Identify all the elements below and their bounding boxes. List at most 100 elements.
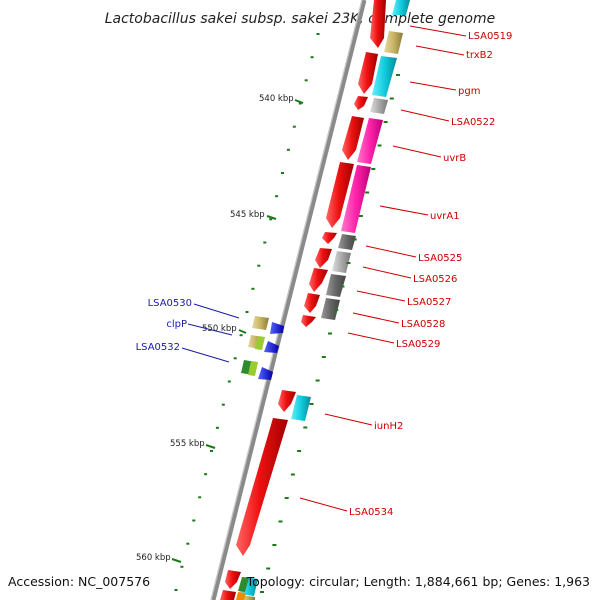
gene-arrow xyxy=(304,293,320,313)
scale-dot xyxy=(221,403,225,406)
scale-dot xyxy=(292,125,296,128)
scale-dot xyxy=(239,334,243,337)
scale-dot xyxy=(210,450,213,452)
gene-label-lsa0529[interactable]: LSA0529 xyxy=(396,339,440,350)
feature-bar xyxy=(264,341,279,353)
kbp-label: 550 kbp xyxy=(202,324,237,334)
scale-dot xyxy=(204,473,208,476)
feature-bar xyxy=(258,367,273,380)
feature-bar xyxy=(338,234,356,250)
gene-label-lsa0530[interactable]: LSA0530 xyxy=(148,298,192,309)
right-leader-lines xyxy=(299,25,467,512)
gene-label-clpp[interactable]: clpP xyxy=(166,319,187,330)
kbp-scale: 540 kbp 545 kbp 550 kbp 555 kbp 560 kbp xyxy=(136,94,304,563)
right-gene-labels: LSA0519 trxB2 pgm LSA0522 uvrB uvrA1 LSA… xyxy=(349,31,512,518)
scale-dot xyxy=(269,218,273,221)
scale-dot xyxy=(281,172,284,174)
scale-dot xyxy=(321,356,326,358)
scale-dot xyxy=(309,403,314,405)
gene-arrow xyxy=(220,590,236,600)
scale-dot xyxy=(383,121,388,123)
scale-dot xyxy=(266,567,271,570)
scale-dot xyxy=(334,309,339,311)
feature-bar xyxy=(236,592,246,600)
gene-label-lsa0532[interactable]: LSA0532 xyxy=(136,342,180,353)
feature-bar xyxy=(321,298,340,320)
kbp-tick xyxy=(238,329,247,334)
scale-dot xyxy=(290,473,295,476)
scale-dot xyxy=(186,542,190,545)
feature-bar xyxy=(384,31,403,54)
accession-text: Accession: NC_007576 xyxy=(8,574,150,589)
gene-arrow xyxy=(309,268,328,292)
gene-label-lsa0526[interactable]: LSA0526 xyxy=(413,274,457,285)
feature-bar xyxy=(332,251,351,273)
gene-label-lsa0519[interactable]: LSA0519 xyxy=(468,31,512,42)
map-title: Lactobacillus sakei subsp. sakei 23K, co… xyxy=(105,11,496,27)
gene-arrow xyxy=(225,570,241,589)
gene-label-lsa0534[interactable]: LSA0534 xyxy=(349,507,393,518)
gene-label-pgm[interactable]: pgm xyxy=(458,86,480,97)
scale-dot xyxy=(310,56,314,59)
kbp-label: 540 kbp xyxy=(259,94,294,104)
scale-dot xyxy=(315,379,320,382)
gene-label-uvrb[interactable]: uvrB xyxy=(443,153,466,164)
kbp-tick xyxy=(171,558,182,563)
inner-strand-genes xyxy=(220,0,386,600)
scale-dot xyxy=(365,191,370,194)
gene-arrow xyxy=(326,162,354,228)
kbp-label: 555 kbp xyxy=(170,439,205,449)
gene-arrow xyxy=(342,116,364,160)
feature-bar xyxy=(341,165,371,233)
gene-arrow xyxy=(301,315,316,327)
scale-dot xyxy=(260,591,264,593)
feature-bar xyxy=(392,0,410,15)
gene-label-lsa0522[interactable]: LSA0522 xyxy=(451,117,495,128)
gene-label-uvra1[interactable]: uvrA1 xyxy=(430,211,460,222)
scale-dot xyxy=(389,97,394,100)
scale-dot xyxy=(227,380,231,383)
gene-label-lsa0525[interactable]: LSA0525 xyxy=(418,253,462,264)
backbone-highlight xyxy=(210,0,363,600)
scale-dot xyxy=(215,426,219,429)
scale-dot xyxy=(251,287,255,290)
gene-arrow xyxy=(236,418,288,556)
scale-dot xyxy=(297,450,302,452)
left-gene-labels: LSA0530 clpP LSA0532 xyxy=(136,298,192,353)
scale-dot xyxy=(303,426,308,429)
topology-text: Topology: circular; Length: 1,884,661 bp… xyxy=(246,574,590,589)
gene-label-lsa0528[interactable]: LSA0528 xyxy=(401,319,445,330)
kbp-label: 545 kbp xyxy=(230,210,265,220)
scale-dot xyxy=(352,238,357,241)
scale-dot xyxy=(245,311,249,313)
scale-dot xyxy=(192,519,196,522)
scale-dot xyxy=(340,285,345,288)
feature-bar xyxy=(270,322,284,334)
kbp-tick xyxy=(294,99,304,104)
feature-bar xyxy=(248,361,258,376)
scale-dot xyxy=(298,102,302,105)
genome-backbone xyxy=(210,0,367,600)
left-strand-features xyxy=(241,316,284,380)
kbp-label: 560 kbp xyxy=(136,553,171,563)
scale-dot xyxy=(304,79,308,82)
gene-label-iunh2[interactable]: iunH2 xyxy=(374,421,403,432)
gene-arrow xyxy=(370,0,386,48)
scale-dot xyxy=(284,497,289,499)
scale-ticks xyxy=(174,33,400,593)
gene-arrow xyxy=(354,96,368,110)
scale-dot xyxy=(278,520,283,523)
gene-arrow xyxy=(315,248,332,268)
gene-label-trxb2[interactable]: trxB2 xyxy=(466,50,493,61)
feature-bar xyxy=(255,336,265,350)
scale-dot xyxy=(275,195,279,198)
feature-bar xyxy=(252,316,269,330)
scale-dot xyxy=(396,74,400,76)
outer-strand-features xyxy=(236,0,410,600)
scale-dot xyxy=(377,144,382,147)
gene-label-lsa0527[interactable]: LSA0527 xyxy=(407,297,451,308)
scale-dot xyxy=(180,565,184,568)
scale-dot xyxy=(257,264,261,267)
